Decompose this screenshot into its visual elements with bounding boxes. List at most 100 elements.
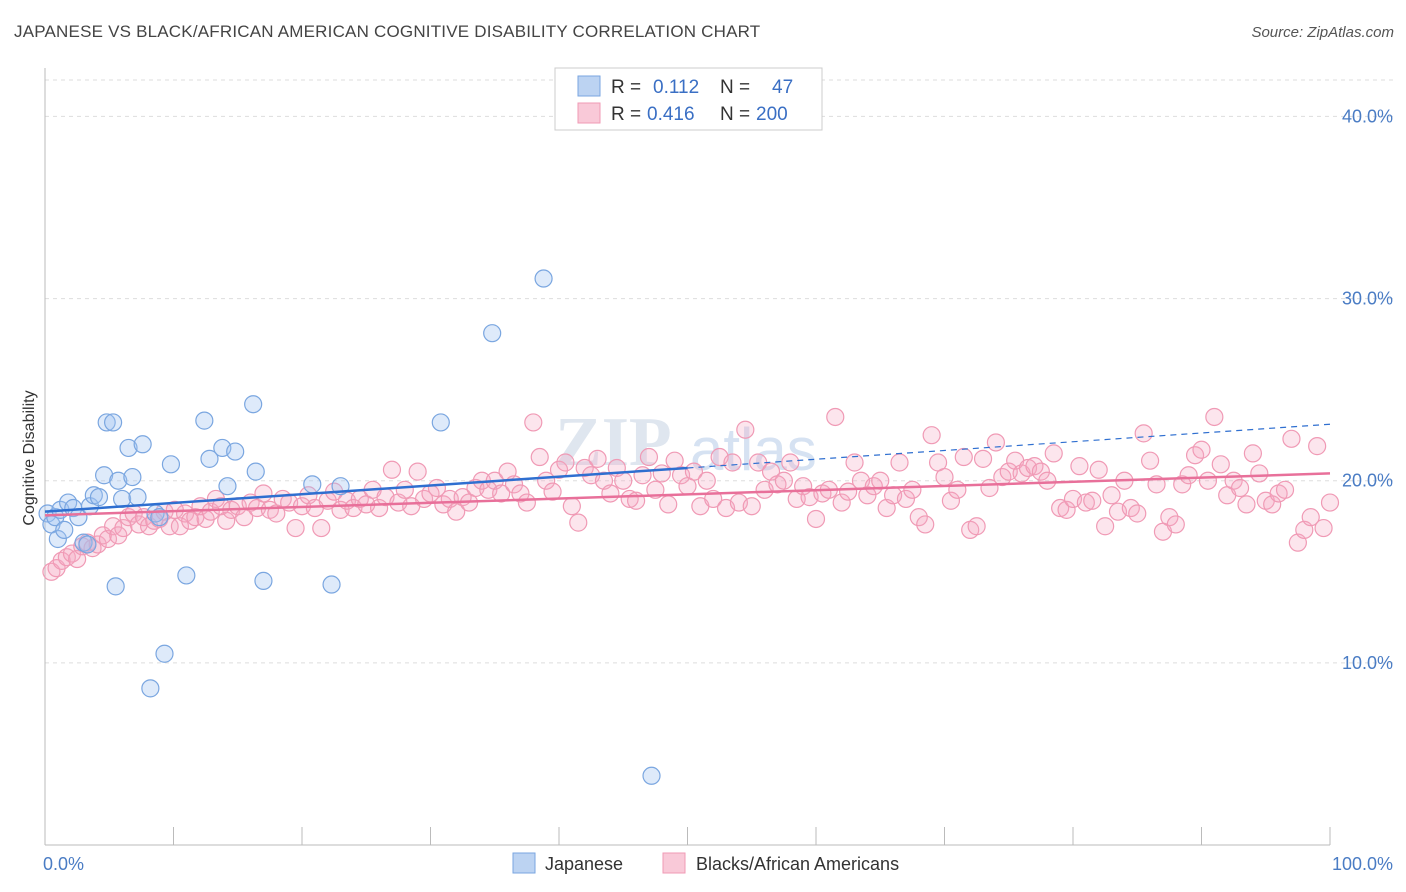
black-point-183 (1173, 475, 1192, 494)
black-point-148 (948, 480, 967, 499)
japanese-point-42 (483, 324, 502, 343)
black-point-187 (1198, 471, 1218, 490)
black-point-171 (1096, 517, 1115, 536)
japanese-point-34 (226, 442, 245, 461)
japanese-point-13 (89, 488, 109, 507)
black-point-4 (62, 544, 82, 563)
black-point-147 (941, 491, 961, 510)
black-point-189 (1211, 455, 1230, 474)
legend-n-label-2: N = (720, 104, 750, 125)
black-point-163 (1044, 444, 1063, 463)
black-point-203 (1301, 508, 1320, 527)
black-point-87 (556, 453, 575, 472)
japanese-point-15 (97, 413, 116, 432)
japanese-point-20 (119, 438, 138, 458)
bottom-legend-swatch-black (662, 852, 686, 874)
japanese-point-27 (155, 644, 174, 663)
black-point-169 (1083, 491, 1102, 510)
black-point-139 (890, 453, 909, 472)
black-point-184 (1179, 466, 1198, 485)
top-legend: R = 0.112 N = 47 R = 0.416 N = 200 (554, 67, 823, 131)
y-axis-title: Cognitive Disability (21, 390, 38, 525)
black-point-178 (1140, 451, 1160, 470)
black-point-161 (1031, 462, 1050, 481)
black-point-14 (114, 518, 133, 538)
bottom-legend: Japanese Blacks/African Americans (512, 852, 899, 874)
black-point-194 (1243, 444, 1263, 463)
black-point-85 (543, 482, 562, 501)
japanese-point-28 (161, 455, 181, 474)
trend-line-japanese (44, 466, 688, 513)
legend-n-value-1: 47 (772, 77, 793, 98)
legend-r-label-1: R = (611, 77, 641, 98)
black-point-99 (633, 466, 652, 485)
y-tick-labels: 10.0% 20.0% 30.0% 40.0% (1342, 106, 1393, 672)
black-point-204 (1308, 437, 1327, 456)
black-point-188 (1205, 407, 1224, 427)
black-point-97 (620, 489, 639, 509)
legend-swatch-japanese (577, 75, 601, 97)
trend-lines (44, 423, 1331, 517)
black-point-134 (858, 486, 877, 505)
black-point-90 (575, 458, 594, 478)
black-point-126 (806, 509, 826, 529)
source-credit: Source: ZipAtlas.com (1251, 24, 1394, 41)
black-point-168 (1076, 493, 1095, 512)
black-point-109 (697, 471, 716, 490)
black-point-167 (1070, 457, 1089, 476)
black-point-94 (601, 484, 620, 503)
legend-r-value-2: 0.416 (647, 104, 695, 125)
black-point-132 (845, 453, 864, 472)
black-point-192 (1230, 478, 1250, 498)
japanese-point-24 (141, 679, 160, 698)
black-point-60 (382, 460, 402, 479)
black-point-89 (569, 513, 588, 532)
black-point-103 (659, 495, 678, 514)
japanese-point-44 (642, 766, 661, 785)
black-point-131 (839, 482, 858, 501)
legend-swatch-black (577, 102, 601, 124)
japanese-point-38 (303, 475, 322, 494)
japanese-point-31 (200, 449, 219, 468)
black-point-64 (408, 462, 427, 481)
bottom-legend-black: Blacks/African Americans (696, 854, 899, 874)
black-point-49 (312, 518, 331, 538)
black-point-142 (909, 508, 928, 527)
x-tick-label-0: 0.0% (43, 854, 84, 874)
black-point-206 (1320, 493, 1340, 512)
black-point-170 (1089, 460, 1108, 479)
bottom-legend-swatch-japanese (512, 852, 536, 874)
y-tick-label-0: 10.0% (1342, 653, 1393, 673)
black-point-81 (517, 493, 536, 512)
black-point-100 (639, 447, 659, 467)
japanese-point-39 (322, 575, 341, 594)
japanese-point-16 (104, 413, 123, 432)
black-point-140 (896, 489, 916, 509)
trend-line-japanese-extension (687, 423, 1331, 469)
black-point-121 (774, 471, 793, 490)
black-point-146 (935, 467, 954, 487)
black-point-80 (511, 484, 530, 503)
black-point-205 (1314, 518, 1333, 538)
series-japanese-points (38, 269, 661, 785)
black-point-130 (832, 493, 851, 512)
black-point-102 (652, 464, 671, 483)
black-point-177 (1134, 424, 1153, 443)
black-point-40 (254, 484, 273, 503)
legend-n-label-1: N = (720, 77, 750, 98)
black-point-152 (973, 449, 993, 468)
black-point-45 (286, 518, 305, 538)
grid-lines (45, 79, 1395, 664)
y-tick-label-2: 30.0% (1342, 289, 1393, 309)
black-point-195 (1250, 464, 1269, 483)
black-point-122 (781, 453, 800, 472)
axes (44, 68, 1331, 846)
black-point-193 (1237, 495, 1256, 514)
chart-title: JAPANESE VS BLACK/AFRICAN AMERICAN COGNI… (14, 22, 761, 41)
black-point-182 (1166, 515, 1185, 534)
black-point-83 (530, 447, 549, 467)
japanese-point-3 (48, 529, 67, 549)
japanese-point-21 (123, 467, 142, 487)
japanese-point-18 (109, 471, 128, 490)
